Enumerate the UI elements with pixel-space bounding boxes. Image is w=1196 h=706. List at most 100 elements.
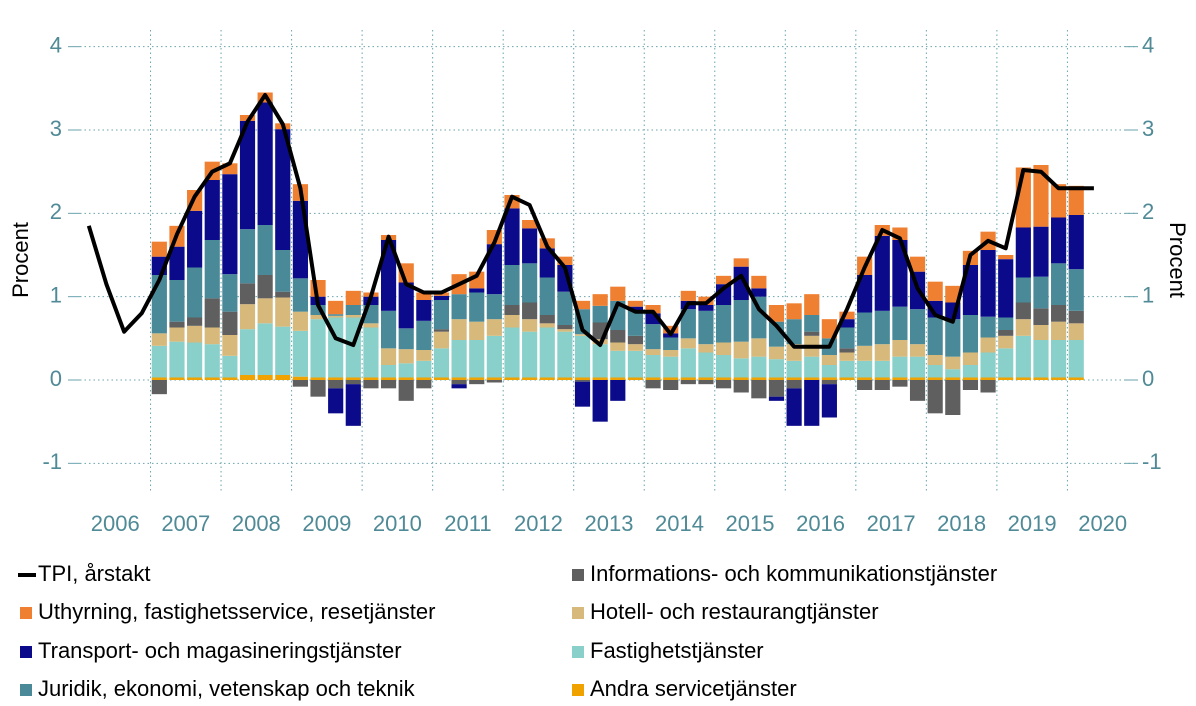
bar-segment (716, 275, 732, 285)
bar-segment (522, 302, 538, 320)
bar-segment (839, 327, 855, 349)
bar-segment (980, 352, 996, 378)
bar-segment (292, 311, 308, 331)
bar-segment (522, 331, 538, 378)
bar-segment (1051, 305, 1067, 322)
bar-segment (416, 377, 432, 380)
y-tick-label: 4 (50, 32, 62, 57)
bar-segment (345, 315, 361, 318)
bar-segment (539, 323, 555, 328)
bar-segment (151, 377, 167, 380)
bar-segment (222, 377, 238, 380)
bar-segment (751, 377, 767, 380)
x-tick-label: 2012 (514, 511, 563, 536)
bar-segment (275, 250, 291, 292)
bar-segment (1033, 308, 1049, 325)
bar-segment (927, 300, 943, 318)
bar-segment (292, 380, 308, 387)
bar-segment (610, 286, 626, 301)
bar-segment (892, 340, 908, 357)
bar-segment (804, 294, 820, 315)
bar-segment (680, 309, 696, 339)
bar-segment (275, 375, 291, 380)
bar-segment (1033, 340, 1049, 378)
bar-segment (1033, 276, 1049, 309)
bar-segment (557, 256, 573, 265)
bar-segment (592, 344, 608, 378)
bar-segment (592, 380, 608, 422)
bar-segment (380, 377, 397, 380)
bar-segment (557, 329, 573, 332)
bar-segment (980, 377, 996, 380)
bar-segment (592, 305, 608, 323)
bar-segment (310, 315, 326, 320)
y2-axis-title: Procent (1165, 222, 1190, 298)
bar-segment (909, 344, 926, 357)
legend-label: Fastighetstjänster (590, 638, 764, 663)
bar-segment (169, 377, 185, 380)
bar-segment (416, 360, 432, 378)
bar-segment (980, 316, 996, 338)
bar-segment (998, 317, 1014, 330)
bar-segment (998, 377, 1014, 380)
bar-segment (786, 360, 802, 378)
bar-segment (610, 342, 626, 351)
y2-tick-label: 3 (1142, 116, 1154, 141)
bar-segment (927, 281, 943, 301)
bar-segment (839, 352, 855, 361)
y-tick-label: 3 (50, 116, 62, 141)
bar-segment (257, 323, 273, 375)
bar-segment (645, 349, 661, 355)
bar-segment (627, 350, 644, 378)
bar-segment (363, 323, 379, 328)
bar-segment (398, 380, 414, 401)
bar-segment (451, 340, 467, 378)
bar-segment (751, 338, 767, 357)
bar-segment (698, 310, 714, 345)
bar-segment (1015, 377, 1031, 380)
bar-segment (980, 250, 996, 317)
bar-segment (257, 298, 273, 324)
bar-segment (1015, 319, 1031, 336)
bar-segment (857, 360, 873, 378)
bar-segment (768, 346, 785, 360)
bar-segment (486, 335, 502, 378)
bar-segment (574, 380, 591, 382)
bar-segment (892, 306, 908, 340)
bar-segment (557, 325, 573, 330)
bar-segment (716, 305, 732, 343)
bar-segment (469, 380, 485, 385)
bar-segment (1068, 377, 1084, 380)
bar-segment (151, 345, 167, 378)
bar-segment (574, 335, 591, 378)
bar-segment (151, 333, 167, 346)
bar-segment (733, 377, 749, 380)
bar-segment (733, 341, 749, 359)
bar-segment (962, 377, 979, 380)
bar-segment (451, 377, 467, 380)
bar-segment (839, 348, 855, 353)
bar-segment (328, 314, 344, 316)
bar-segment (663, 356, 679, 378)
legend-label: Juridik, ekonomi, vetenskap och teknik (38, 676, 416, 701)
bar-segment (222, 335, 238, 356)
legend-marker (20, 684, 32, 696)
bar-segment (909, 380, 926, 401)
bar-segment (804, 331, 820, 336)
bar-segment (751, 380, 767, 399)
bar-segment (486, 294, 502, 320)
bar-segment (980, 337, 996, 353)
bar-segment (1068, 340, 1084, 378)
x-tick-label: 2016 (796, 511, 845, 536)
bar-segment (292, 330, 308, 377)
bar-segment (239, 115, 256, 121)
bar-segment (433, 329, 450, 332)
bar-segment (610, 377, 626, 380)
bar-segment (874, 235, 890, 311)
bar-segment (522, 228, 538, 264)
bar-segment (451, 384, 467, 389)
bar-segment (433, 300, 450, 330)
bar-segment (204, 298, 220, 328)
bar-segment (857, 380, 873, 390)
